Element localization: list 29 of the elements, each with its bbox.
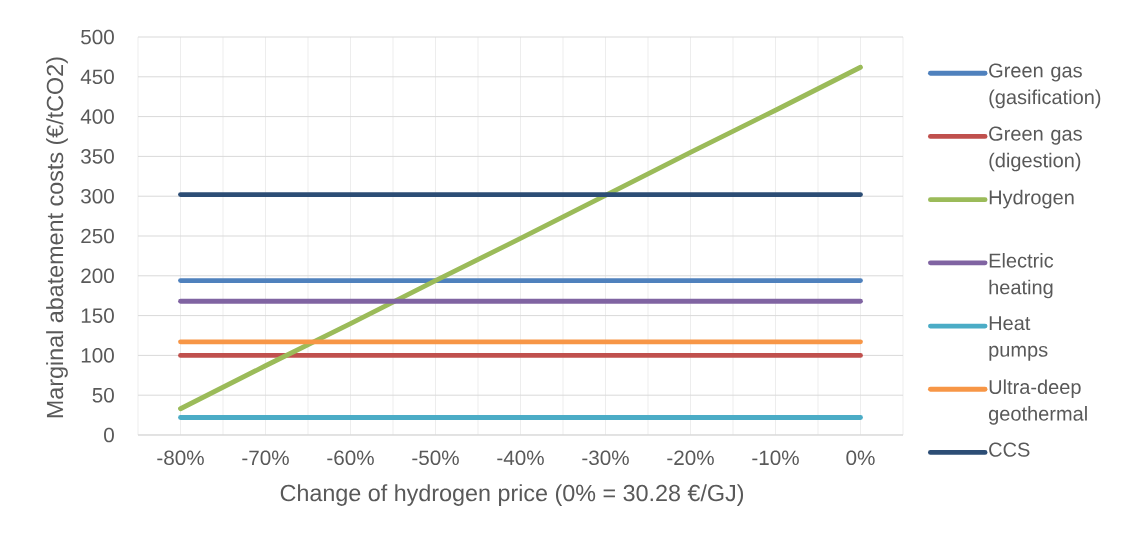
x-tick-label: -60% [327,450,374,466]
y-tick-label: 300 [81,188,114,204]
y-tick-label: 250 [81,228,114,244]
y-tick-label: 500 [81,29,114,45]
x-tick-label: -40% [497,450,544,466]
x-tick-label: 0% [846,450,875,466]
y-tick-label: 200 [81,268,114,284]
y-tick-label: 100 [81,348,114,363]
legend-label: Electric heating [989,252,1054,299]
legend-label: Green gas (gasification) [989,63,1101,109]
y-tick-label: 150 [81,308,114,323]
y-axis-title: Marginal abatement costs (€/tCO2) [46,57,68,418]
x-tick-label: -30% [582,450,629,466]
y-tick-label: 350 [81,149,114,164]
legend-label: CCS [989,442,1030,457]
x-tick-label: -50% [412,450,459,466]
legend-label: Green gas (digestion) [989,126,1082,172]
x-tick-label: -20% [667,450,714,466]
legend-label: Hydrogen [989,189,1074,209]
x-axis-title: Change of hydrogen price (0% = 30.28 €/GJ) [280,484,744,506]
legend-label: Ultra-deep geothermal [988,379,1087,425]
x-tick-label: -70% [242,450,289,466]
y-tick-label: 0 [104,427,114,443]
legend-label: Heat pumps [989,316,1048,361]
y-tick-label: 400 [80,109,114,124]
x-tick-label: -10% [752,450,799,466]
x-tick-label: -80% [157,450,204,466]
y-tick-label: 50 [92,387,114,403]
y-tick-label: 450 [80,69,114,85]
